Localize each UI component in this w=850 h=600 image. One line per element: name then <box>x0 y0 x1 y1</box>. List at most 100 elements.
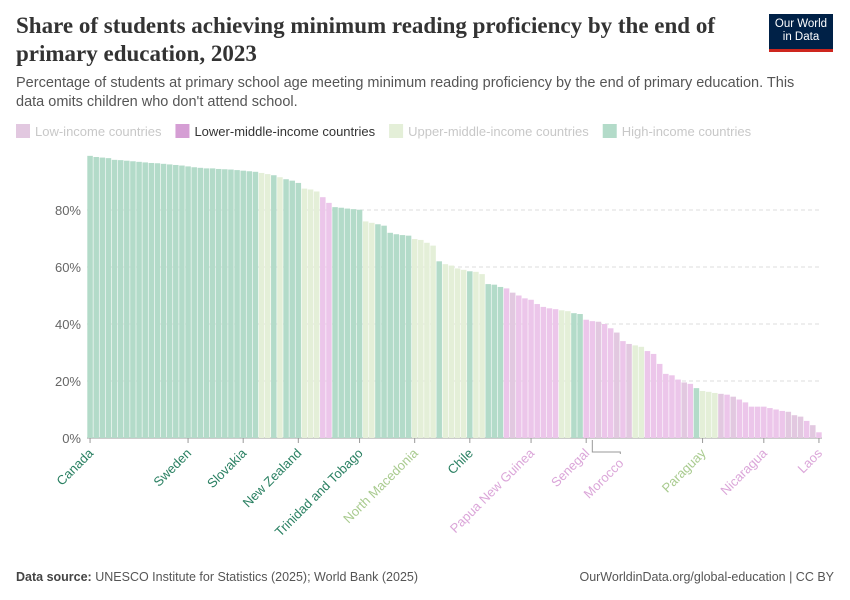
bar <box>307 189 314 438</box>
chart-title: Share of students achieving minimum read… <box>16 13 715 66</box>
bar <box>748 406 755 438</box>
bar <box>442 264 449 438</box>
bar <box>197 167 204 438</box>
bar <box>124 160 130 438</box>
bar <box>301 188 308 438</box>
bar <box>136 161 142 438</box>
x-tick-label: Nicaragua <box>717 445 770 498</box>
bar <box>405 235 412 438</box>
bar <box>289 180 295 438</box>
bar <box>601 324 608 438</box>
bar <box>424 242 430 438</box>
bar <box>228 169 234 438</box>
legend-label[interactable]: Low-income countries <box>35 124 162 139</box>
legend-label[interactable]: Lower-middle-income countries <box>194 124 375 139</box>
bar <box>350 209 357 438</box>
bar <box>258 172 265 438</box>
bar <box>191 167 197 438</box>
x-tick-label: Senegal <box>548 445 592 489</box>
footer-source: Data source: UNESCO Institute for Statis… <box>16 570 418 584</box>
y-tick-label: 80% <box>55 203 81 218</box>
legend-swatch <box>16 124 30 138</box>
bar <box>571 313 577 438</box>
bar <box>656 363 663 438</box>
bar <box>742 402 749 438</box>
x-tick-label: Slovakia <box>204 445 250 491</box>
bar <box>467 271 473 438</box>
bar <box>803 420 810 438</box>
x-tick-label: Laos <box>795 445 826 476</box>
bar <box>460 269 467 438</box>
bar <box>173 164 179 438</box>
logo[interactable]: Our World in Data <box>769 14 833 52</box>
y-tick-label: 40% <box>55 317 81 332</box>
bar <box>234 170 240 438</box>
bar <box>179 165 185 439</box>
bar <box>687 383 694 438</box>
bar <box>693 388 700 438</box>
bar <box>454 268 461 438</box>
bar <box>246 171 253 439</box>
bar <box>534 304 540 438</box>
x-tick-label: Chile <box>444 446 476 478</box>
source-label: Data source: <box>16 570 92 584</box>
bar <box>583 319 589 438</box>
legend-label[interactable]: High-income countries <box>622 124 752 139</box>
bar <box>761 406 767 438</box>
bar <box>528 299 534 438</box>
bar <box>411 239 418 438</box>
bar <box>209 168 216 438</box>
bar <box>595 321 602 438</box>
bar <box>503 288 510 438</box>
legend-swatch <box>602 124 617 138</box>
bar <box>356 209 363 438</box>
footer-link[interactable]: OurWorldinData.org/global-education | CC… <box>579 570 834 584</box>
x-tick-label: Sweden <box>150 446 194 490</box>
bar <box>644 351 651 438</box>
bar <box>381 225 387 438</box>
bar <box>779 410 785 438</box>
bar <box>473 271 479 438</box>
bar <box>626 343 632 438</box>
bar <box>565 311 571 438</box>
bar <box>516 295 522 438</box>
x-tick-label: New Zealand <box>240 446 305 511</box>
bar <box>522 298 528 438</box>
bar <box>810 425 816 438</box>
bar <box>344 208 351 438</box>
bar <box>99 157 106 438</box>
bar <box>638 346 645 438</box>
bar <box>295 182 302 438</box>
bar <box>185 166 191 438</box>
bar <box>393 234 400 438</box>
bar <box>614 332 620 438</box>
bar <box>93 156 99 439</box>
bar <box>448 265 455 438</box>
legend-label[interactable]: Upper-middle-income countries <box>408 124 589 139</box>
y-tick-label: 0% <box>62 431 81 446</box>
bar <box>712 392 718 438</box>
bar <box>754 406 761 438</box>
bar <box>479 274 485 438</box>
bar <box>546 308 553 438</box>
label-connector <box>591 440 621 454</box>
x-tick-label: Morocco <box>581 456 627 502</box>
bar <box>552 309 559 438</box>
bar <box>399 235 406 438</box>
bar <box>589 321 596 438</box>
bar <box>117 160 124 438</box>
bar <box>497 286 504 438</box>
bar <box>240 170 246 439</box>
bar <box>577 314 583 438</box>
bar <box>264 174 271 438</box>
bar <box>375 224 381 438</box>
bar <box>816 432 822 438</box>
bar <box>154 163 161 438</box>
legend-swatch <box>389 124 404 138</box>
bar <box>509 292 516 438</box>
bar <box>699 390 706 438</box>
chart-subtitle: Percentage of students at primary school… <box>16 75 795 110</box>
bar <box>736 399 743 438</box>
bar <box>491 284 498 438</box>
